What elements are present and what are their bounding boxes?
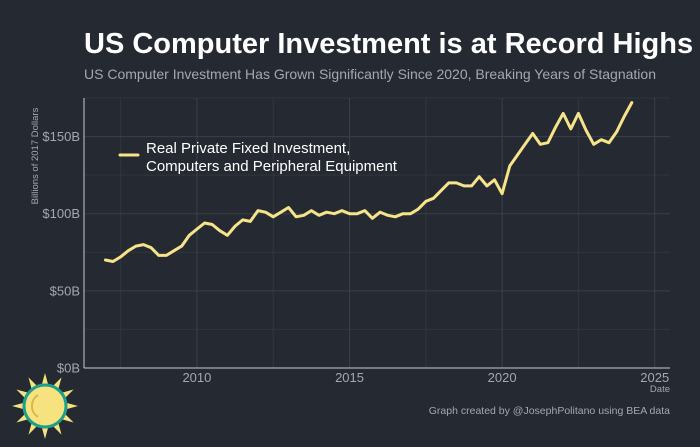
y-tick-label: $100B: [42, 206, 80, 221]
x-tick-label: 2015: [335, 370, 364, 385]
sun-disc: [22, 383, 68, 429]
sun-highlight: [31, 394, 39, 418]
sun-ray: [12, 402, 26, 410]
chart-title: US Computer Investment is at Record High…: [84, 28, 693, 60]
sun-icon: [12, 373, 78, 439]
credit-text: Graph created by @JosephPolitano using B…: [429, 405, 670, 417]
x-axis-title: Date: [650, 384, 670, 395]
x-tick-label: 2020: [488, 370, 517, 385]
sun-ray: [64, 402, 78, 410]
legend-label-line-2: Computers and Peripheral Equipment: [146, 158, 398, 175]
chart-subtitle: US Computer Investment Has Grown Signifi…: [84, 66, 656, 82]
series-layer: [103, 101, 634, 263]
y-tick-label: $150B: [42, 129, 80, 144]
sun-ray: [41, 425, 49, 439]
x-tick-label: 2025: [640, 370, 669, 385]
legend-label-line-1: Real Private Fixed Investment,: [146, 140, 350, 157]
y-tick-label: $50B: [50, 283, 80, 298]
y-tick-label: $0B: [57, 361, 80, 376]
series-line-0: [103, 101, 634, 263]
axes: [83, 98, 670, 369]
x-tick-label: 2010: [182, 370, 211, 385]
sun-ray: [41, 373, 49, 387]
y-axis-title: Billions of 2017 Dollars: [30, 107, 41, 204]
tick-labels: $0B $50B $100B $150B 2010 2015 2020 2025: [42, 129, 669, 385]
grid: [84, 97, 670, 368]
legend: Real Private Fixed Investment, Computers…: [118, 140, 398, 175]
